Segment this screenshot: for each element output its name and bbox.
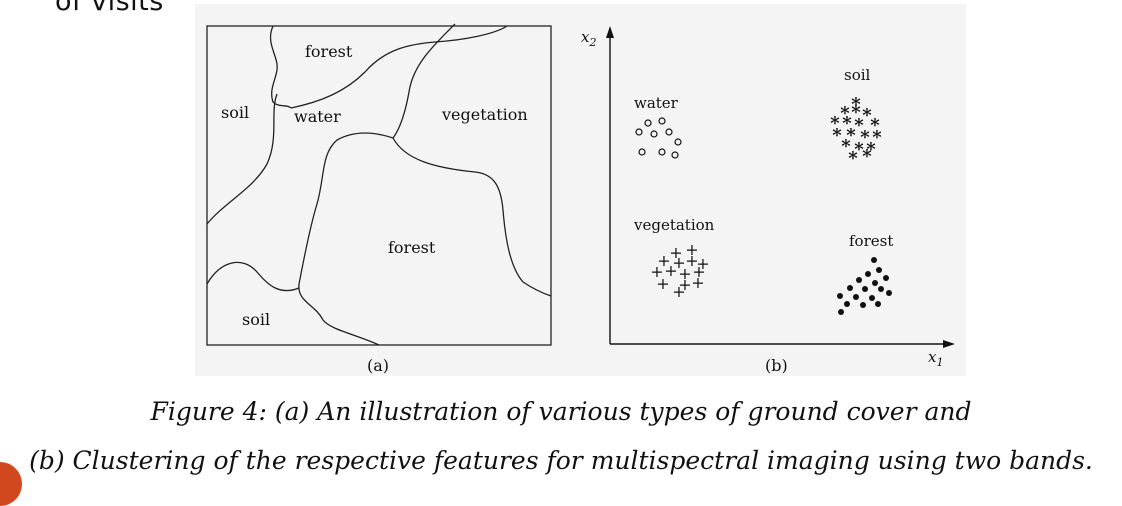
vegetation-point: + [692, 262, 705, 281]
vegetation-point: + [657, 251, 670, 270]
water-point [674, 138, 682, 146]
forest-point [876, 267, 882, 273]
soil-point: * [860, 127, 870, 148]
vegetation-point: + [685, 251, 698, 270]
forest-point [856, 277, 862, 283]
soil-point: * [872, 127, 882, 148]
forest-cluster [837, 257, 892, 315]
y-axis-arrow [606, 26, 614, 38]
soil-point: * [854, 115, 864, 136]
vegetation-point: + [685, 240, 698, 259]
forest-point [872, 280, 878, 286]
soil-point: * [840, 103, 850, 124]
boundary-soil-water [206, 93, 278, 225]
vegetation-point: + [664, 261, 677, 280]
figure-svg: forest soil water vegetation forest soil… [206, 23, 955, 375]
forest-point [886, 290, 892, 296]
heading-fragment: of visits [55, 0, 164, 17]
region-label-soil-bottom: soil [242, 310, 270, 329]
x-axis-label: x1 [928, 348, 943, 369]
vegetation-point: + [678, 264, 691, 283]
soil-point: * [846, 125, 856, 146]
region-label-forest-center: forest [388, 238, 436, 257]
vegetation-point: + [669, 243, 682, 262]
region-label-vegetation: vegetation [441, 105, 528, 124]
water-point [644, 119, 652, 127]
vegetation-point: + [696, 254, 709, 273]
forest-point [871, 257, 877, 263]
soil-point: * [862, 105, 872, 126]
forest-point [865, 271, 871, 277]
boundary-soil-bottom [206, 261, 300, 292]
forest-point [869, 295, 875, 301]
water-point [638, 148, 646, 156]
map-border [206, 25, 552, 346]
forest-point [844, 301, 850, 307]
feature-space-axes [606, 26, 955, 348]
cluster-label-forest: forest [849, 232, 893, 250]
vegetation-point: + [672, 253, 685, 272]
vegetation-cluster: + + + + + + + + + + + + + + [650, 240, 709, 301]
y-axis-label: x2 [581, 28, 596, 49]
forest-point [838, 309, 844, 315]
ground-cover-map [206, 23, 552, 346]
panel-b-label: (b) [765, 356, 788, 375]
vegetation-point: + [691, 273, 704, 292]
forest-point [853, 294, 859, 300]
forest-point [878, 286, 884, 292]
water-point [665, 128, 673, 136]
soil-point: * [848, 148, 858, 169]
vegetation-point: + [672, 282, 685, 301]
cluster-label-soil: soil [844, 66, 871, 84]
soil-point: * [830, 113, 840, 134]
figure-panel: forest soil water vegetation forest soil… [195, 4, 966, 376]
soil-point: * [841, 136, 851, 157]
water-point [658, 117, 666, 125]
boundary-vegetation-left [392, 23, 456, 139]
soil-point: * [870, 115, 880, 136]
soil-point: * [851, 94, 861, 115]
soil-point: * [862, 146, 872, 167]
cluster-label-vegetation: vegetation [633, 216, 715, 234]
boundary-water-forest [298, 132, 394, 346]
boundary-forest-top-right [290, 25, 508, 109]
soil-cluster: * * * * * * * * * * * * * * * * * [830, 94, 882, 169]
soil-point: * [854, 139, 864, 160]
water-point [650, 130, 658, 138]
water-point [671, 151, 679, 159]
caption-line-2: (b) Clustering of the respective feature… [29, 446, 1093, 475]
vegetation-point: + [678, 275, 691, 294]
vegetation-point: + [650, 262, 663, 281]
forest-point [860, 302, 866, 308]
soil-point: * [866, 139, 876, 160]
boundary-vegetation-forest [392, 137, 552, 297]
region-label-soil-left: soil [221, 103, 249, 122]
boundary-forest-top-left [269, 25, 292, 109]
water-cluster [635, 117, 682, 159]
soil-point: * [842, 113, 852, 134]
region-label-water: water [294, 107, 341, 126]
x-axis-arrow [943, 340, 955, 348]
water-point [658, 148, 666, 156]
vegetation-point: + [656, 274, 669, 293]
water-point [635, 128, 643, 136]
soil-point: * [832, 125, 842, 146]
caption-line-1: Figure 4: (a) An illustration of various… [150, 397, 972, 426]
panel-a-label: (a) [367, 356, 389, 375]
region-label-forest-top: forest [305, 42, 353, 61]
forest-point [862, 286, 868, 292]
forest-point [875, 301, 881, 307]
forest-point [837, 293, 843, 299]
forest-point [847, 285, 853, 291]
soil-point: * [851, 102, 861, 123]
forest-point [883, 275, 889, 281]
cluster-label-water: water [634, 94, 679, 112]
